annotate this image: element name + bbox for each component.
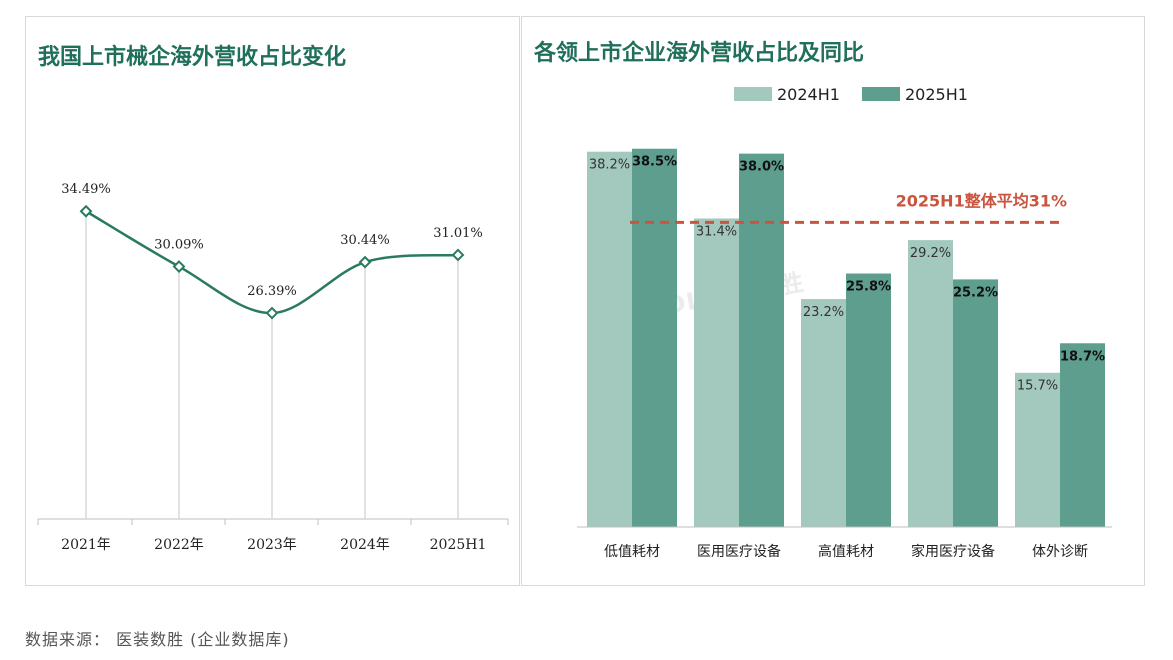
x-tick-label-4: 2025H1 <box>430 537 487 553</box>
x-tick-label-2: 高值耗材 <box>818 543 874 560</box>
bar-label-1-1: 38.0% <box>739 160 784 175</box>
data-label-4: 31.01% <box>433 226 483 241</box>
x-tick-label-1: 2022年 <box>154 537 204 553</box>
data-label-2: 26.39% <box>247 284 297 299</box>
bar-chart: MDDI 医装数胜2024H12025H138.2%38.5%低值耗材31.4%… <box>577 85 1112 560</box>
source-note: 数据来源： 医装数胜 (企业数据库) <box>25 630 290 649</box>
data-label-0: 34.49% <box>61 182 111 197</box>
line-chart: 34.49% 30.09% 26.39% 30.44% 31.01% 2021年 2022年… <box>37 182 509 553</box>
bar-label-1-3: 25.2% <box>953 285 998 300</box>
x-tick-label-3: 2024年 <box>340 537 390 553</box>
x-tick-label-1: 医用医疗设备 <box>697 543 781 560</box>
left-chart-title: 我国上市械企海外营收占比变化 <box>38 45 347 70</box>
bar-label-1-0: 38.5% <box>632 155 677 170</box>
x-tick-label-3: 家用医疗设备 <box>911 543 995 560</box>
data-label-3: 30.44% <box>340 233 390 248</box>
data-point-4 <box>451 248 465 262</box>
bar-1-0 <box>632 148 677 528</box>
right-chart-panel: 各领上市企业海外营收占比及同比 MDDI 医装数胜2024H12025H138.… <box>521 16 1145 586</box>
data-point-3 <box>358 255 372 269</box>
bar-0-4 <box>1015 372 1060 527</box>
bar-label-1-4: 18.7% <box>1060 349 1105 364</box>
legend-label-0: 2024H1 <box>777 85 840 104</box>
right-chart-title: 各领上市企业海外营收占比及同比 <box>534 41 865 66</box>
bar-label-1-2: 25.8% <box>846 280 891 295</box>
bar-1-1 <box>739 153 784 527</box>
legend-swatch-0 <box>734 87 772 101</box>
x-tick-label-0: 2021年 <box>61 537 111 553</box>
bar-1-2 <box>846 273 891 527</box>
bar-0-2 <box>801 299 846 527</box>
bar-0-1 <box>694 218 739 527</box>
bar-label-0-4: 15.7% <box>1017 379 1058 394</box>
x-tick-label-4: 体外诊断 <box>1032 544 1088 560</box>
data-point-1 <box>172 260 186 273</box>
legend-swatch-1 <box>862 87 900 101</box>
bar-0-0 <box>587 151 632 527</box>
bar-label-0-3: 29.2% <box>910 246 951 261</box>
data-point-0 <box>79 204 93 218</box>
reference-line-label: 2025H1整体平均31% <box>896 191 1067 210</box>
x-tick-label-2: 2023年 <box>247 537 297 553</box>
bar-label-0-2: 23.2% <box>803 305 844 320</box>
bar-label-0-1: 31.4% <box>696 224 737 239</box>
bar-0-3 <box>908 240 953 528</box>
legend-label-1: 2025H1 <box>905 85 968 104</box>
left-chart-panel: 我国上市械企海外营收占比变化 34.49% 30.09% 26.39% 30.44% 3… <box>25 16 520 586</box>
x-tick-label-0: 低值耗材 <box>604 544 660 560</box>
data-label-1: 30.09% <box>154 238 204 253</box>
bar-label-0-0: 38.2% <box>589 158 630 173</box>
bar-1-3 <box>953 279 998 527</box>
data-point-2 <box>265 306 279 320</box>
bar-1-4 <box>1060 343 1105 527</box>
